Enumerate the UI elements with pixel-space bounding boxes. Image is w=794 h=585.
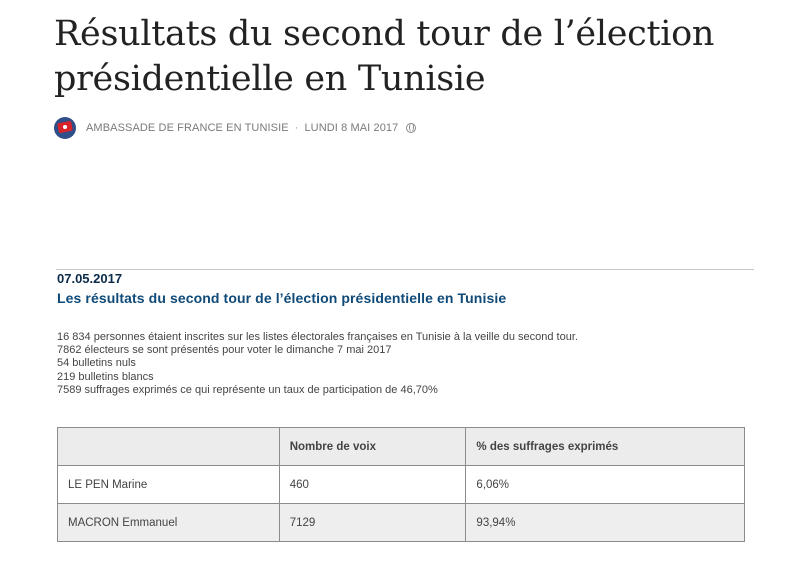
- vote-percent: 93,94%: [465, 503, 745, 542]
- table-header-row: Nombre de voix % des suffrages exprimés: [57, 427, 745, 466]
- body-line: 219 bulletins blancs: [57, 370, 154, 383]
- publish-date[interactable]: LUNDI 8 MAI 2017: [304, 122, 399, 134]
- body-line: 16 834 personnes étaient inscrites sur l…: [57, 331, 578, 343]
- author-avatar[interactable]: [54, 117, 76, 139]
- article-meta: AMBASSADE DE FRANCE EN TUNISIE · LUNDI 8…: [54, 117, 417, 139]
- article-title: Résultats du second tour de l’élection p…: [54, 12, 774, 102]
- table-row: MACRON Emmanuel 7129 93,94%: [57, 503, 745, 542]
- document-date: 07.05.2017: [57, 271, 123, 286]
- document-body: 16 834 personnes étaient inscrites sur l…: [57, 331, 757, 397]
- article-title-line-1: Résultats du second tour de l’élection: [54, 14, 715, 54]
- vote-count: 460: [278, 465, 467, 504]
- document-top-rule: [56, 269, 754, 270]
- author-name[interactable]: AMBASSADE DE FRANCE EN TUNISIE: [86, 122, 289, 134]
- results-table: Nombre de voix % des suffrages exprimés …: [57, 427, 745, 542]
- vote-percent: 6,06%: [465, 465, 745, 504]
- header-cell-percent: % des suffrages exprimés: [465, 427, 745, 466]
- globe-icon: [406, 123, 417, 133]
- meta-separator: ·: [294, 122, 299, 134]
- body-line: 7862 électeurs se sont présentés pour vo…: [57, 344, 392, 357]
- document-heading: Les résultats du second tour de l’électi…: [57, 290, 507, 306]
- candidate-name: LE PEN Marine: [57, 465, 280, 504]
- flag-dot: [63, 125, 67, 129]
- table-row: LE PEN Marine 460 6,06%: [57, 465, 745, 504]
- header-cell-votes: Nombre de voix: [278, 427, 467, 466]
- vote-count: 7129: [278, 503, 467, 542]
- body-line: 54 bulletins nuls: [57, 357, 136, 370]
- header-cell-candidate: [57, 427, 280, 466]
- article-title-line-2: présidentielle en Tunisie: [54, 59, 486, 99]
- body-line: 7589 suffrages exprimés ce qui représent…: [57, 383, 438, 396]
- candidate-name: MACRON Emmanuel: [57, 503, 280, 542]
